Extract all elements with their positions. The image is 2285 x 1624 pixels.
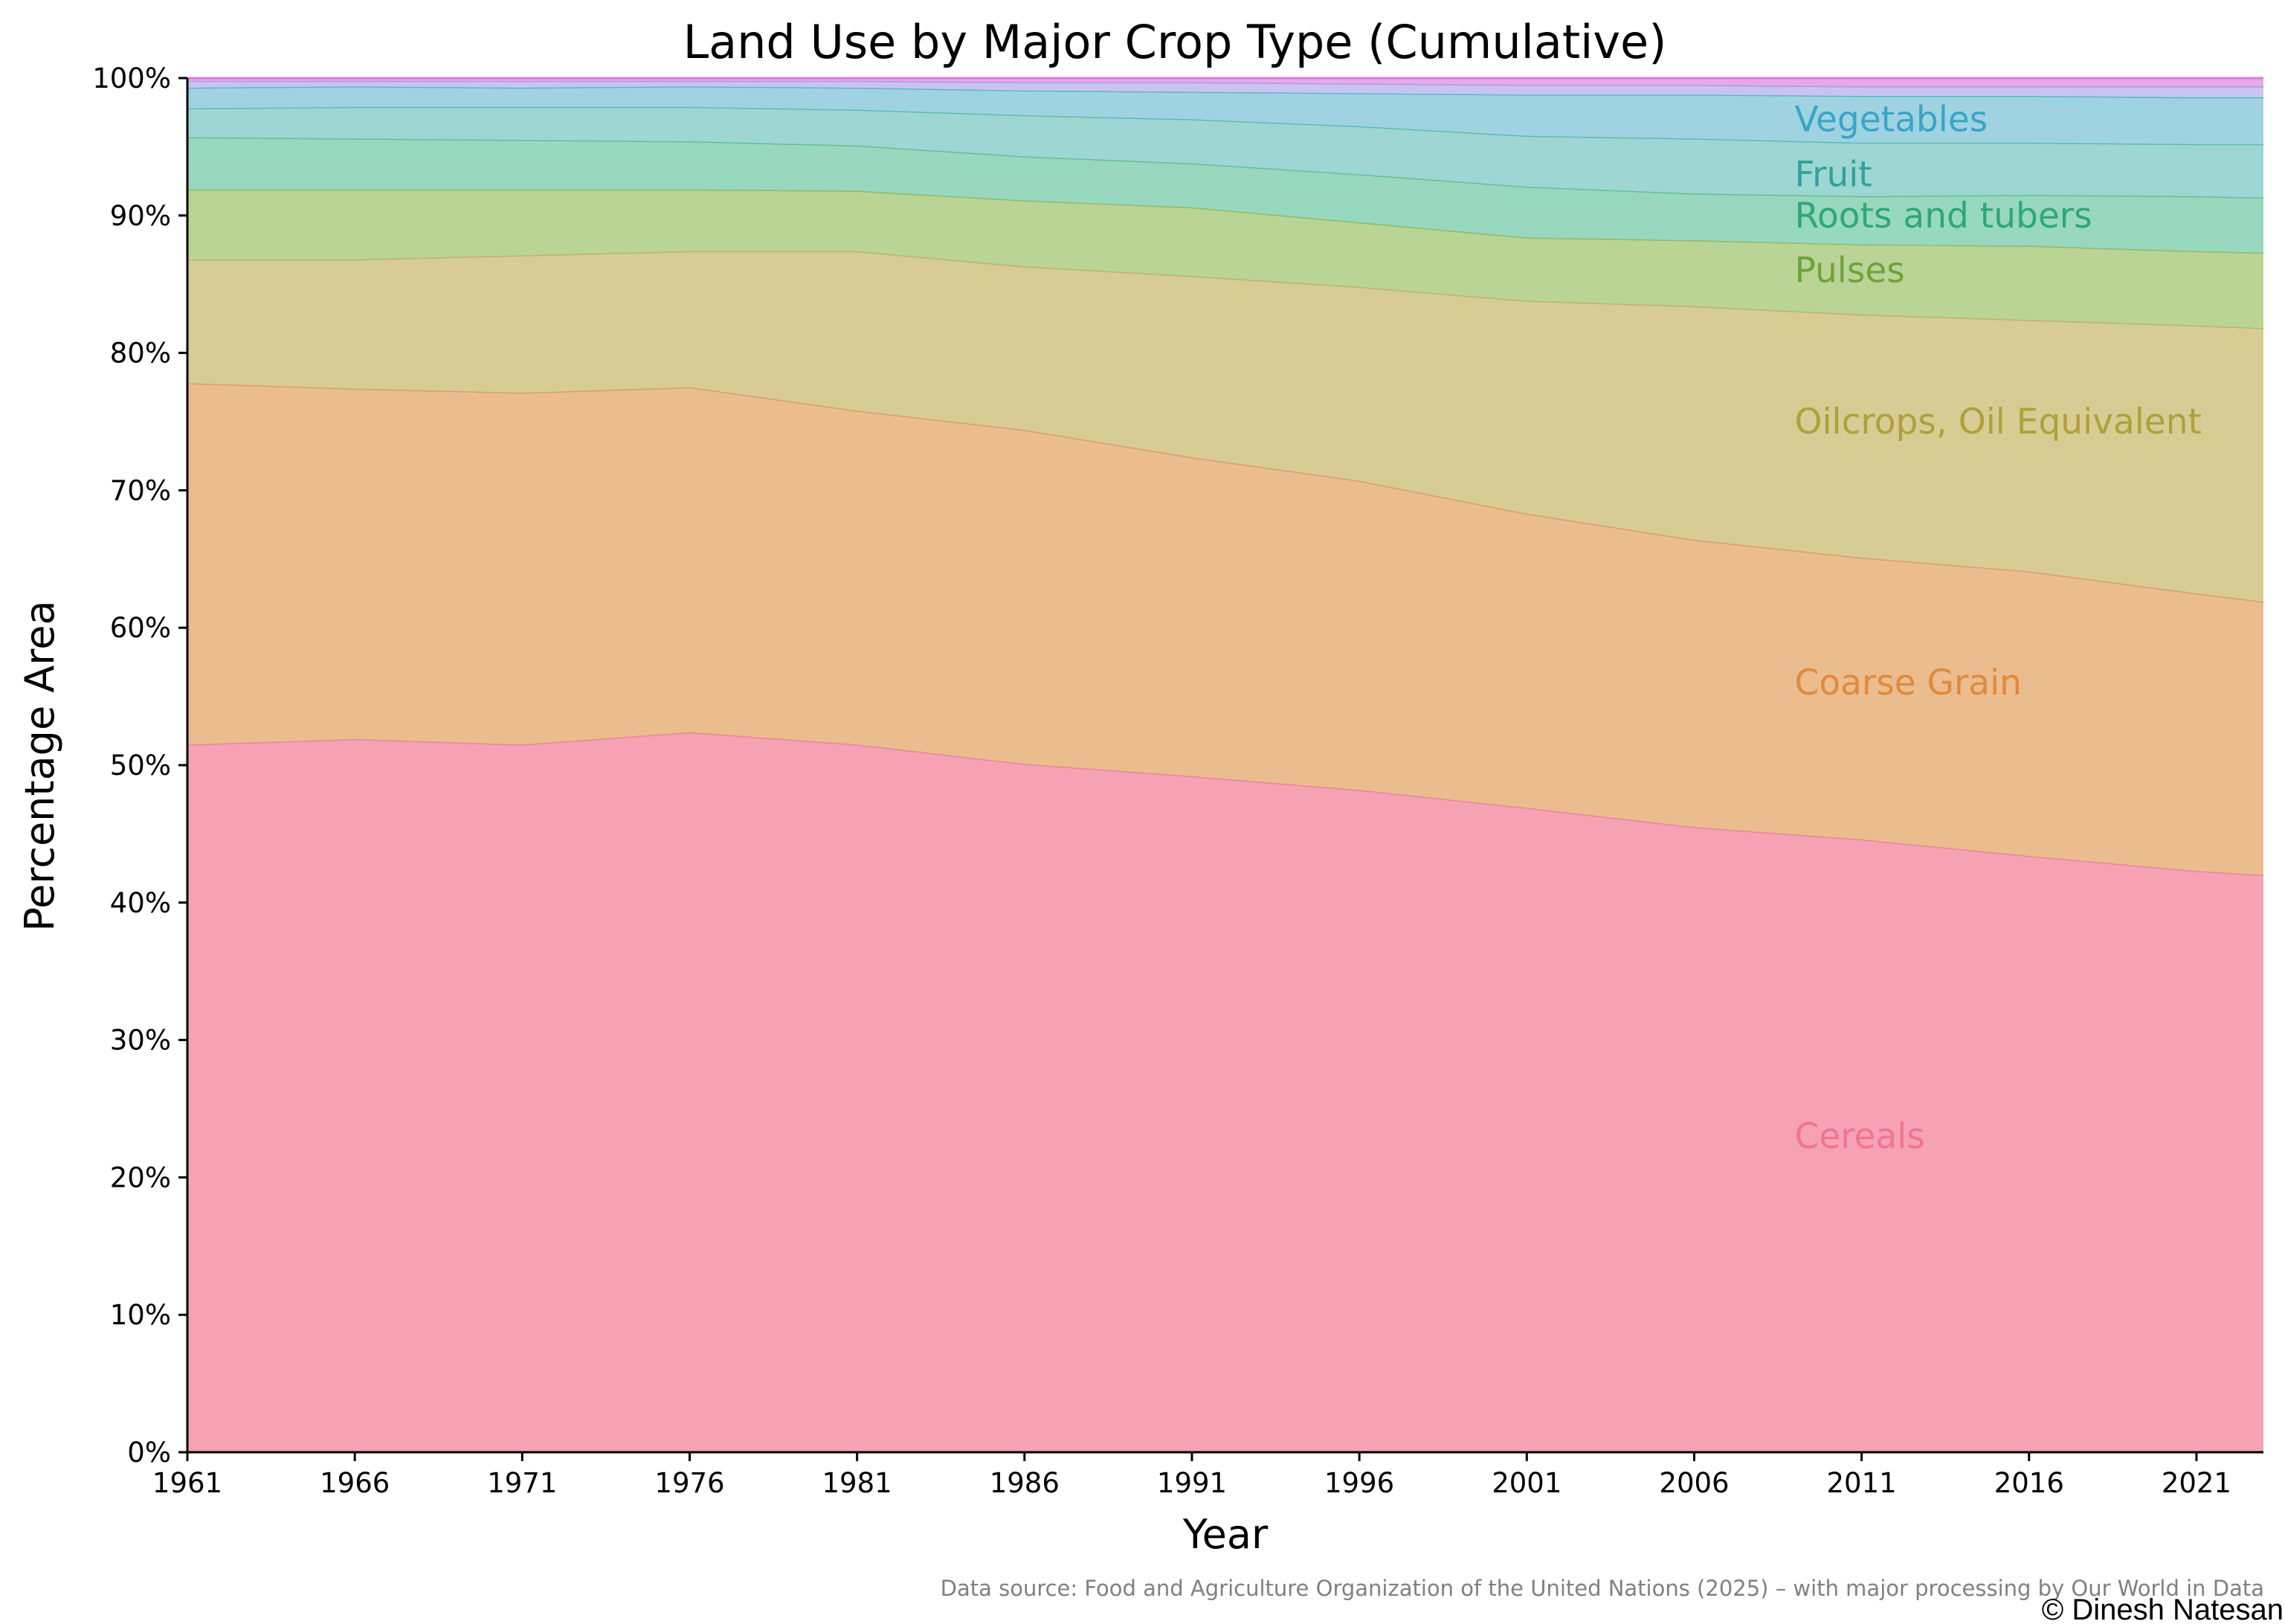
- area-roots-and-tubers: [187, 137, 2263, 253]
- y-tick-label: 60%: [110, 612, 171, 644]
- series-label-fruit: Fruit: [1795, 154, 1872, 195]
- area-series-8: [187, 80, 2263, 97]
- y-tick-label: 80%: [110, 338, 171, 370]
- x-tick-label: 1996: [1324, 1467, 1394, 1499]
- chart-title: Land Use by Major Crop Type (Cumulative): [683, 15, 1667, 69]
- series-label-roots-and-tubers: Roots and tubers: [1795, 196, 2092, 236]
- x-tick-label: 1991: [1157, 1467, 1227, 1499]
- series-label-vegetables: Vegetables: [1795, 99, 1988, 140]
- series-label-pulses: Pulses: [1795, 251, 1905, 291]
- x-tick-label: 1986: [990, 1467, 1060, 1499]
- y-tick-label: 30%: [110, 1025, 171, 1057]
- x-axis-title: Year: [1182, 1511, 1269, 1558]
- x-tick-label: 2016: [1994, 1467, 2064, 1499]
- x-tick-label: 2001: [1492, 1467, 1562, 1499]
- series-label-cereals: Cereals: [1795, 1116, 1925, 1157]
- y-tick-label: 20%: [110, 1161, 171, 1193]
- y-tick-label: 70%: [110, 474, 171, 506]
- x-axis-ticks: 1961 1966 1971 1976 1981 1986 1991 1996 2001 2006…: [152, 1452, 2231, 1499]
- y-tick-label: 10%: [110, 1299, 171, 1331]
- y-tick-label: 40%: [110, 887, 171, 919]
- x-tick-label: 1961: [152, 1467, 222, 1499]
- x-tick-label: 2021: [2162, 1467, 2231, 1499]
- area-layers: [187, 77, 2264, 1452]
- series-label-coarse-grain: Coarse Grain: [1795, 663, 2022, 703]
- area-fruit: [187, 106, 2263, 198]
- x-tick-label: 1981: [822, 1467, 892, 1499]
- x-tick-label: 2006: [1659, 1467, 1729, 1499]
- y-tick-label: 50%: [110, 750, 171, 782]
- y-axis-ticks: 0% 10% 20% 30% 40% 50% 60% 70% 80% 90% 100%: [92, 62, 187, 1469]
- y-axis-title: Percentage Area: [16, 600, 63, 931]
- y-tick-label: 100%: [92, 62, 171, 94]
- area-vegetables: [187, 86, 2263, 144]
- author-credit: © Dinesh Natesan: [2042, 1594, 2284, 1624]
- area-series-9: [187, 78, 2263, 87]
- area-cereals: [187, 732, 2263, 1452]
- series-label-oilcrops-oil-equivalent: Oilcrops, Oil Equivalent: [1795, 402, 2202, 442]
- y-tick-label: 0%: [127, 1437, 171, 1469]
- x-tick-label: 2011: [1827, 1467, 1897, 1499]
- axes: 1961 1966 1971 1976 1981 1986 1991 1996 2001 2006…: [92, 62, 2263, 1499]
- area-oilcrops-oil-equivalent: [187, 251, 2263, 602]
- x-tick-label: 1966: [320, 1467, 390, 1499]
- series-labels: Cereals Coarse Grain Oilcrops, Oil Equival…: [1795, 99, 2202, 1157]
- area-coarse-grain: [187, 383, 2263, 875]
- y-tick-label: 90%: [110, 200, 171, 232]
- data-source-note: Data source: Food and Agriculture Organi…: [941, 1576, 2264, 1601]
- x-tick-label: 1976: [654, 1467, 724, 1499]
- area-pulses: [187, 189, 2263, 329]
- x-tick-label: 1971: [487, 1467, 557, 1499]
